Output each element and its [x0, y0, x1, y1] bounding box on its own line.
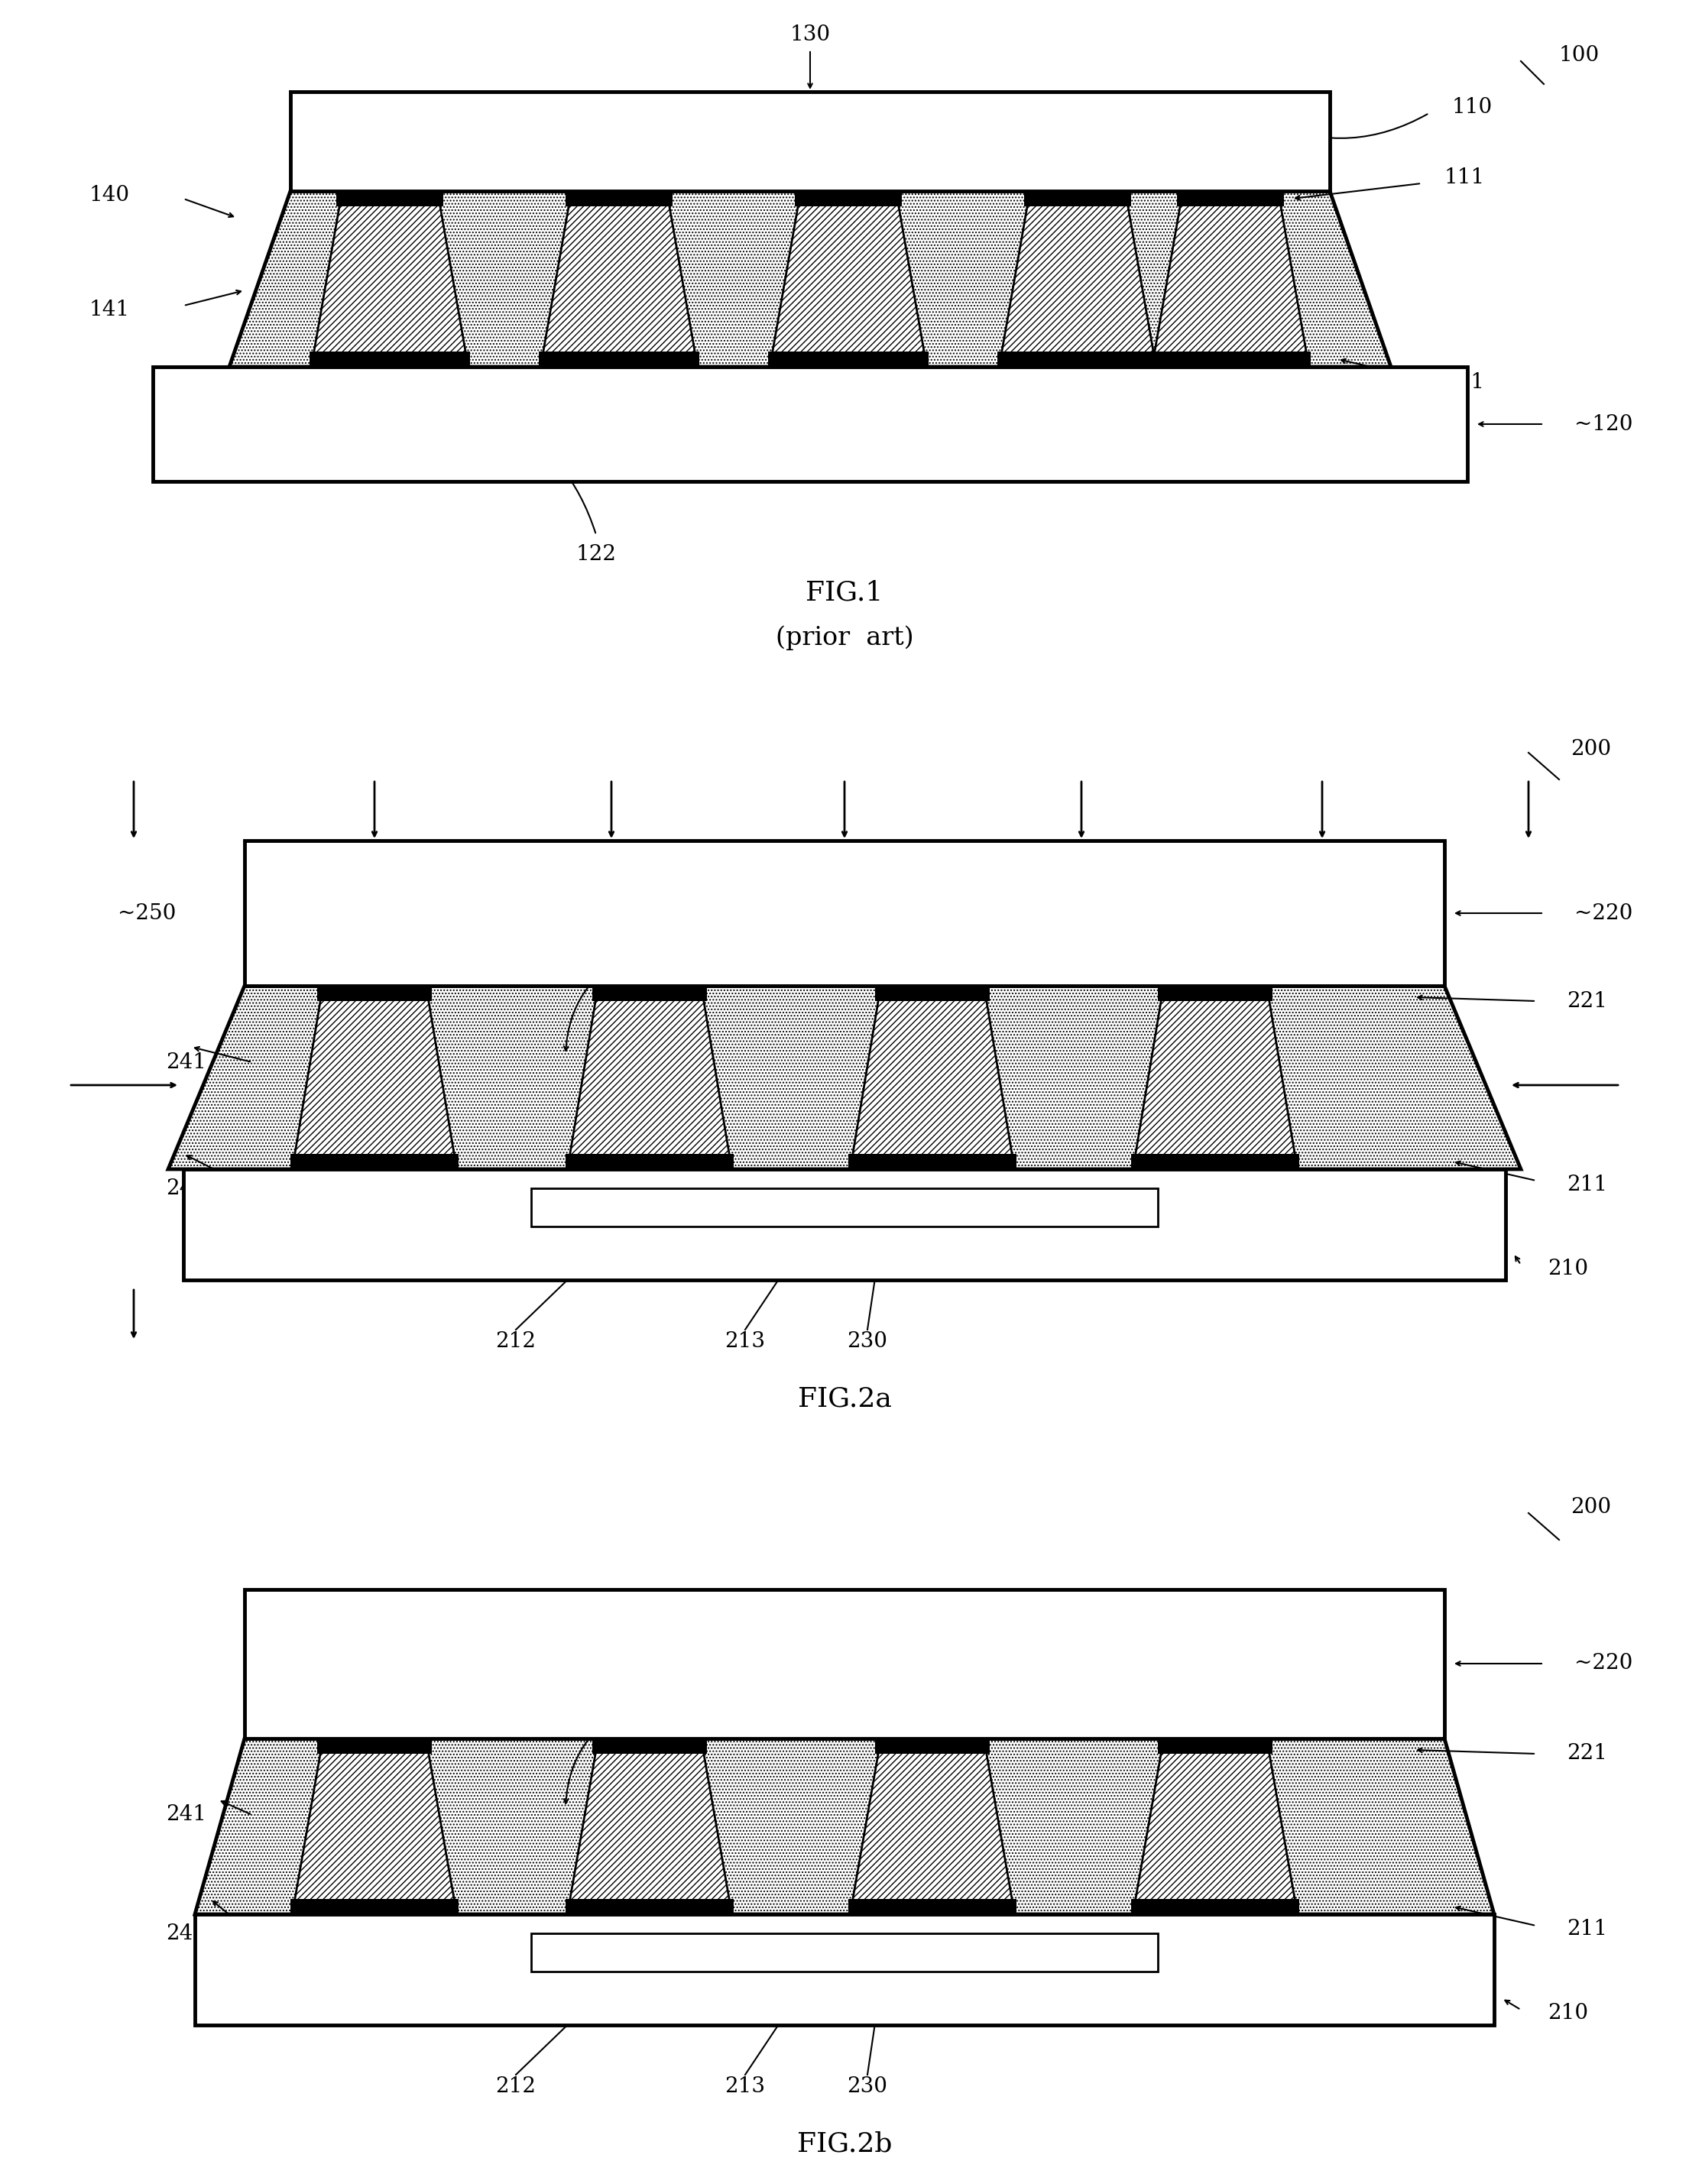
Text: (prior  art): (prior art): [775, 625, 914, 651]
Bar: [152, 367, 1468, 480]
Bar: [539, 352, 699, 367]
Text: 200: 200: [1571, 1496, 1611, 1518]
Text: ~250: ~250: [118, 902, 176, 924]
Bar: [309, 352, 470, 367]
Polygon shape: [569, 1749, 730, 1902]
Bar: [530, 1188, 1159, 1227]
Bar: [875, 1738, 990, 1754]
Bar: [1024, 190, 1132, 205]
Text: 230: 230: [848, 2075, 888, 2097]
Bar: [848, 1153, 1017, 1168]
Polygon shape: [169, 985, 1520, 1168]
Text: 213: 213: [725, 1330, 765, 1352]
Text: 110: 110: [1453, 96, 1493, 118]
Bar: [291, 1153, 458, 1168]
Text: 210: 210: [1547, 2003, 1588, 2025]
Bar: [566, 1153, 733, 1168]
Bar: [245, 1590, 1444, 1738]
Bar: [1132, 1898, 1299, 1913]
Text: 200: 200: [1571, 738, 1611, 760]
Text: 111: 111: [1444, 166, 1485, 188]
Text: 211: 211: [1567, 1175, 1608, 1195]
Text: 212: 212: [495, 1330, 535, 1352]
Polygon shape: [569, 998, 730, 1158]
Text: 212: 212: [495, 2075, 535, 2097]
Polygon shape: [294, 1749, 454, 1902]
Text: FIG.1: FIG.1: [806, 579, 883, 605]
Bar: [1159, 1738, 1272, 1754]
Bar: [848, 1898, 1017, 1913]
Bar: [530, 1933, 1159, 1972]
Bar: [566, 190, 672, 205]
Bar: [796, 190, 902, 205]
Text: 211: 211: [1567, 1920, 1608, 1939]
Text: 240: 240: [166, 1177, 206, 1199]
Bar: [291, 92, 1329, 190]
Bar: [768, 352, 929, 367]
Text: ~220: ~220: [1574, 1653, 1633, 1673]
Polygon shape: [1135, 998, 1295, 1158]
Text: 122: 122: [576, 544, 616, 563]
Text: 121: 121: [1444, 371, 1485, 393]
Text: 240: 240: [166, 1924, 206, 1944]
Bar: [1132, 1153, 1299, 1168]
Text: 221: 221: [1567, 992, 1608, 1011]
Text: 241: 241: [166, 1053, 206, 1072]
Polygon shape: [542, 203, 696, 356]
Bar: [593, 985, 708, 1000]
Text: 222: 222: [625, 926, 665, 946]
Bar: [245, 841, 1444, 985]
Polygon shape: [230, 190, 1392, 367]
Text: FIG.2a: FIG.2a: [797, 1385, 892, 1411]
Text: 141: 141: [90, 299, 130, 319]
Text: ~120: ~120: [1574, 413, 1633, 435]
Bar: [318, 985, 432, 1000]
Text: 222: 222: [625, 1679, 665, 1699]
Bar: [875, 985, 990, 1000]
Bar: [184, 1168, 1505, 1280]
Polygon shape: [772, 203, 926, 356]
Text: 210: 210: [1547, 1258, 1588, 1280]
Text: 221: 221: [1567, 1743, 1608, 1765]
Bar: [336, 190, 443, 205]
Polygon shape: [194, 1738, 1495, 1913]
Text: 100: 100: [1559, 44, 1599, 66]
Text: 140: 140: [90, 183, 130, 205]
Polygon shape: [314, 203, 466, 356]
Bar: [318, 1738, 432, 1754]
Bar: [593, 1738, 708, 1754]
Bar: [1159, 985, 1272, 1000]
Text: 241: 241: [166, 1804, 206, 1826]
Bar: [194, 1913, 1495, 2025]
Polygon shape: [1135, 1749, 1295, 1902]
Bar: [1150, 352, 1311, 367]
Polygon shape: [853, 998, 1013, 1158]
Bar: [1177, 190, 1284, 205]
Polygon shape: [1154, 203, 1307, 356]
Polygon shape: [853, 1749, 1013, 1902]
Text: 130: 130: [790, 24, 831, 44]
Polygon shape: [1002, 203, 1154, 356]
Text: ~220: ~220: [1574, 902, 1633, 924]
Text: 213: 213: [725, 2075, 765, 2097]
Text: 230: 230: [848, 1330, 888, 1352]
Bar: [566, 1898, 733, 1913]
Bar: [291, 1898, 458, 1913]
Bar: [997, 352, 1159, 367]
Polygon shape: [294, 998, 454, 1158]
Text: FIG.2b: FIG.2b: [797, 2132, 892, 2156]
